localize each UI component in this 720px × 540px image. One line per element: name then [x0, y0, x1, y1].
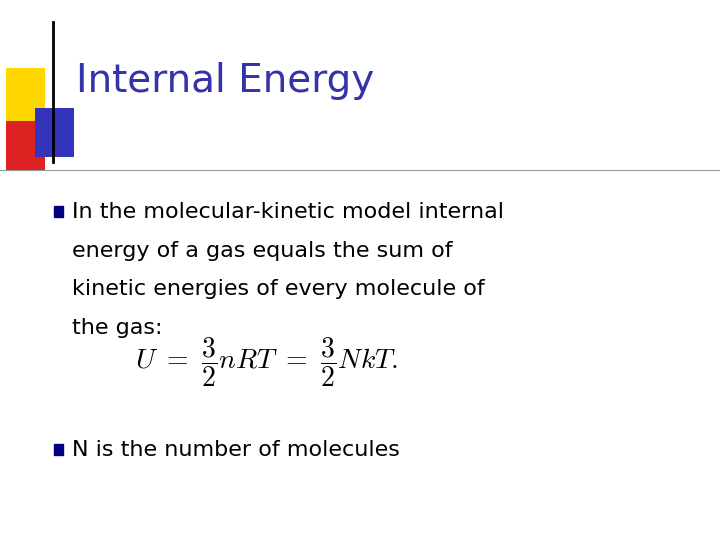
Bar	[54, 444, 63, 455]
Text: energy of a gas equals the sum of: energy of a gas equals the sum of	[72, 240, 453, 261]
Bar	[6, 68, 45, 124]
Text: N is the number of molecules: N is the number of molecules	[72, 440, 400, 460]
Text: kinetic energies of every molecule of: kinetic energies of every molecule of	[72, 279, 485, 300]
Text: $\mathit{U}\ =\ \dfrac{3}{2}\mathit{nRT}\ =\ \dfrac{3}{2}\mathit{NkT}.$: $\mathit{U}\ =\ \dfrac{3}{2}\mathit{nRT}…	[135, 335, 398, 389]
Text: Internal Energy: Internal Energy	[76, 62, 374, 100]
Text: In the molecular-kinetic model internal: In the molecular-kinetic model internal	[72, 201, 504, 222]
Bar	[35, 108, 74, 157]
Text: the gas:: the gas:	[72, 318, 163, 339]
Bar	[54, 206, 63, 217]
Bar	[6, 122, 45, 170]
